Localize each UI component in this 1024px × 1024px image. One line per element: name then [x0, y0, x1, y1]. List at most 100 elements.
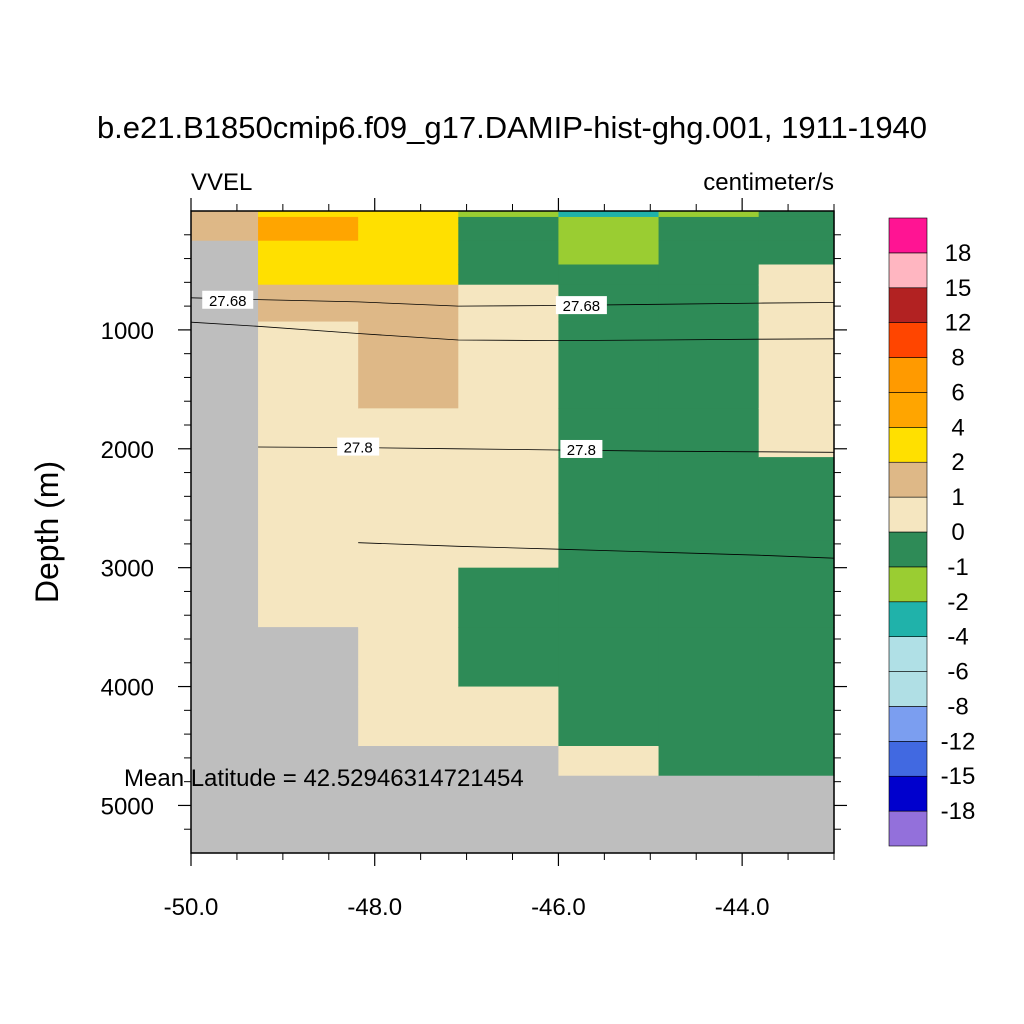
heatmap-cell-land — [258, 686, 359, 747]
heatmap-cell-land — [458, 775, 560, 854]
heatmap-cell-sg — [558, 512, 660, 541]
heatmap-cell-sg — [658, 216, 760, 224]
density-contours: 27.68 27.68 27.8 27.8 — [190, 290, 835, 559]
heatmap-cell-sg — [658, 408, 760, 458]
heatmap-cell-orange — [258, 216, 359, 224]
variable-label: VVEL — [191, 169, 252, 196]
heatmap-cell-yg — [658, 211, 760, 218]
heatmap-cell-wheat — [258, 567, 359, 628]
contour-label-bg — [560, 439, 603, 458]
heatmap-cell-land — [191, 775, 259, 854]
heatmap-cell-sg — [558, 627, 660, 688]
heatmap-cell-lsg — [558, 211, 660, 218]
heatmap-cell-wheat — [458, 686, 560, 747]
heatmap-cell-sg — [758, 686, 835, 747]
heatmap-cell-wheat — [758, 264, 835, 286]
heatmap-cell-wheat — [358, 686, 459, 747]
heatmap-cell-sg — [758, 746, 835, 777]
x-tick-label: -46.0 — [531, 894, 586, 921]
heatmap-cell-wheat — [258, 540, 359, 569]
heatmap-cell-sg — [458, 240, 560, 266]
legend-swatch — [888, 531, 928, 568]
heatmap-cell-land — [258, 627, 359, 688]
heatmap-cell-land — [191, 457, 259, 514]
heatmap-cell-wheat — [358, 457, 459, 514]
heatmap-cell-land — [191, 512, 259, 541]
heatmap-cell-wheat — [758, 321, 835, 409]
heatmap-cell-sg — [658, 746, 760, 777]
heatmap-cell-sg — [458, 567, 560, 628]
heatmap-cell-sg — [658, 457, 760, 514]
heatmap-cells — [191, 211, 835, 854]
legend-label: -8 — [947, 693, 968, 720]
heatmap-cell-sg — [758, 222, 835, 242]
legend-label: -15 — [941, 763, 976, 790]
heatmap-cell-tan — [191, 216, 259, 224]
legend-swatch — [888, 357, 928, 393]
units-label: centimeter/s — [703, 169, 834, 196]
legend-label: 4 — [951, 414, 964, 441]
heatmap-cell-gold — [358, 240, 459, 266]
legend-swatch — [888, 566, 928, 603]
heatmap-cell-land — [458, 746, 560, 777]
heatmap-cell-wheat — [358, 567, 459, 628]
legend-swatch — [888, 636, 928, 672]
y-tick-label: 1000 — [101, 318, 154, 345]
heatmap-cell-tan — [358, 321, 459, 409]
heatmap-cell-gold — [258, 240, 359, 266]
y-tick-label: 4000 — [101, 675, 154, 702]
heatmap-cell-tan — [358, 284, 459, 323]
contour-label: 27.8 — [567, 442, 596, 459]
legend-swatch — [888, 252, 928, 289]
heatmap-cell-sg — [658, 321, 760, 409]
legend-swatch — [888, 217, 928, 254]
heatmap-cell-wheat — [258, 512, 359, 541]
legend-label: 15 — [945, 275, 972, 302]
legend-label: 6 — [951, 379, 964, 406]
contour-line — [358, 542, 835, 559]
heatmap-cell-sg — [758, 211, 835, 218]
heatmap-cell-land — [658, 775, 760, 854]
heatmap-cell-gold — [358, 264, 459, 286]
heatmap-cell-land — [191, 746, 259, 777]
annotation-layer: Mean Latitude = 42.52946314721454 — [124, 765, 524, 792]
heatmap-cell-wheat — [558, 746, 660, 777]
axis-ticks: -50.0 -48.0 -46.0 -44.0 1000 2000 3000 4000 5000 — [101, 198, 847, 921]
heatmap-cell-sg — [658, 567, 760, 628]
heatmap-cell-sg — [458, 216, 560, 224]
legend-label: -1 — [947, 554, 968, 581]
heatmap-cell-gold — [358, 211, 459, 218]
legend-swatch — [888, 810, 928, 847]
heatmap-cell-sg — [558, 540, 660, 569]
heatmap-cell-gold — [358, 216, 459, 224]
heatmap-cell-sg — [758, 512, 835, 541]
heatmap-cell-wheat — [758, 408, 835, 458]
heatmap-cell-yg — [558, 222, 660, 242]
contour-line — [190, 321, 835, 342]
legend-swatch — [888, 496, 928, 533]
heatmap-cell-land — [258, 775, 359, 854]
heatmap-cell-land — [191, 240, 259, 266]
heatmap-cell-tan — [258, 284, 359, 323]
heatmap-cell-gold — [258, 264, 359, 286]
heatmap-cell-sg — [558, 321, 660, 409]
legend-swatch — [888, 322, 928, 358]
legend-label: -12 — [941, 728, 976, 755]
legend-swatch — [888, 601, 928, 637]
legend-label: -2 — [947, 589, 968, 616]
heatmap-cell-sg — [558, 567, 660, 628]
contour-label: 27.68 — [563, 298, 601, 315]
y-tick-label: 3000 — [101, 556, 154, 583]
heatmap-cell-land — [191, 686, 259, 747]
x-tick-label: -50.0 — [164, 894, 219, 921]
legend-label: 12 — [945, 310, 972, 337]
heatmap-cell-wheat — [358, 540, 459, 569]
chart-title: b.e21.B1850cmip6.f09_g17.DAMIP-hist-ghg.… — [97, 110, 927, 145]
legend-swatch — [888, 671, 928, 707]
heatmap-cell-land — [358, 746, 459, 777]
heatmap-cell-sg — [658, 264, 760, 286]
heatmap-cell-sg — [658, 686, 760, 747]
legend-swatch — [888, 287, 928, 323]
